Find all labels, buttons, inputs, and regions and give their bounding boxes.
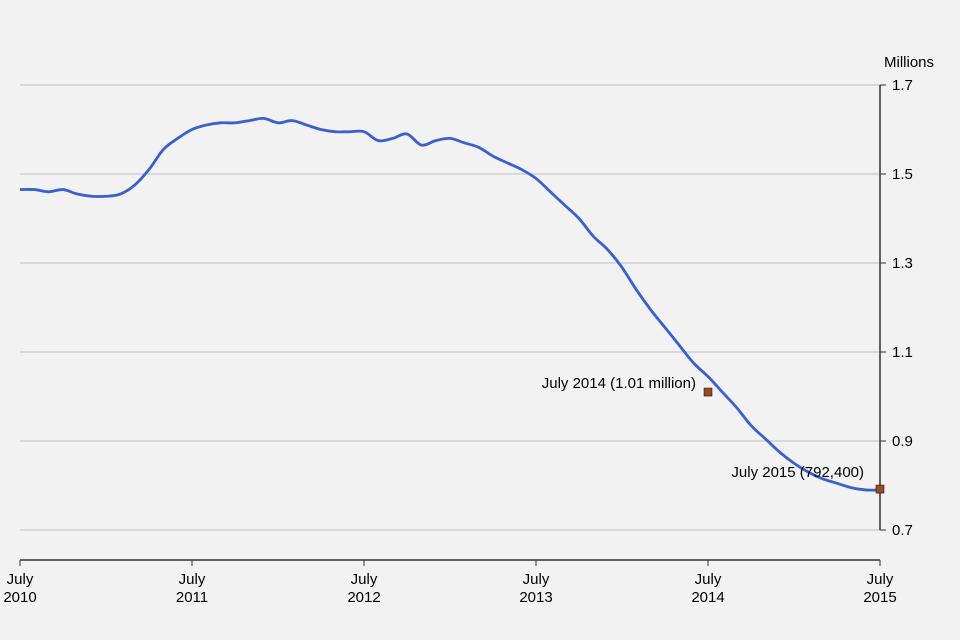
y-tick-label: 0.9: [892, 433, 913, 450]
x-tick-label: July: [867, 571, 894, 588]
annotation-markers: July 2014 (1.01 million) July 2015 (792,4…: [542, 375, 884, 493]
y-tick-label: 0.7: [892, 522, 913, 539]
x-axis: July2010July2011July2012July2013July2014…: [3, 560, 896, 606]
data-point-marker: [704, 388, 712, 396]
data-point-marker: [876, 485, 884, 493]
y-tick-label: 1.7: [892, 77, 913, 94]
x-tick-label: 2011: [176, 589, 208, 606]
x-tick-label: July: [179, 571, 206, 588]
x-tick-label: 2013: [519, 589, 552, 606]
x-tick-label: July: [351, 571, 378, 588]
x-tick-label: 2015: [863, 589, 896, 606]
x-tick-label: July: [7, 571, 34, 588]
x-tick-label: 2014: [691, 589, 724, 606]
y-tick-label: 1.3: [892, 255, 913, 272]
y-axis-title: Millions: [884, 54, 934, 71]
y-tick-label: 1.5: [892, 166, 913, 183]
x-tick-label: July: [523, 571, 550, 588]
y-tick-label: 1.1: [892, 344, 913, 361]
y-axis: 0.7 0.9 1.1 1.3 1.5 1.7: [880, 77, 913, 539]
annotation-label: July 2015 (792,400): [731, 464, 864, 481]
line-chart: 0.70.91.11.31.51.7 July2010July2011July2…: [0, 0, 960, 640]
x-tick-label: 2012: [347, 589, 380, 606]
chart-svg: 0.70.91.11.31.51.7 July2010July2011July2…: [0, 0, 960, 640]
annotation-label: July 2014 (1.01 million): [542, 375, 696, 392]
x-tick-label: 2010: [3, 589, 36, 606]
x-tick-label: July: [695, 571, 722, 588]
